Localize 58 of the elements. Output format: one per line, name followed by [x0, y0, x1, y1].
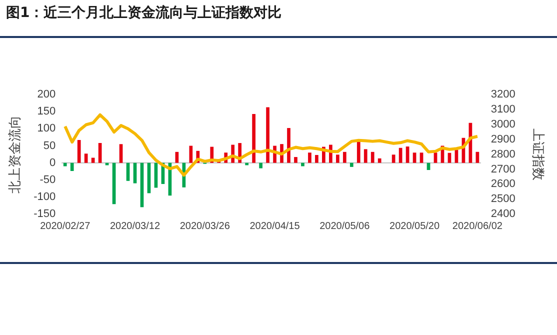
- x-tick-label: 2020/04/15: [250, 220, 300, 232]
- x-tick-label: 2020/06/02: [452, 220, 503, 232]
- bar: [259, 162, 262, 168]
- bar: [342, 152, 346, 163]
- y2-tick-label: 2700: [490, 163, 516, 176]
- x-tick-label: 2020/03/26: [180, 220, 230, 232]
- bar: [91, 158, 95, 163]
- y-tick-label: -150: [34, 208, 56, 220]
- bar: [77, 140, 81, 163]
- y2-tick-label: 2800: [490, 148, 516, 160]
- y2-tick-label: 3200: [490, 88, 516, 101]
- bar: [252, 114, 256, 163]
- bar: [308, 152, 312, 163]
- bar: [189, 146, 193, 163]
- y-tick-label: -50: [40, 174, 56, 186]
- bar: [448, 152, 452, 163]
- bar: [406, 146, 410, 163]
- bar: [84, 154, 88, 163]
- bar: [420, 152, 424, 163]
- y2-axis-title: 上证指数: [530, 128, 545, 180]
- y-tick-label: -100: [34, 190, 56, 203]
- bar: [175, 152, 179, 163]
- y2-tick-label: 2500: [490, 193, 516, 206]
- bar: [119, 144, 123, 163]
- y-tick-label: 50: [43, 140, 56, 152]
- bar: [398, 148, 402, 163]
- y2-tick-label: 3000: [490, 118, 516, 130]
- bar: [98, 143, 102, 163]
- bar: [364, 149, 368, 163]
- bar: [336, 154, 340, 163]
- bar: [350, 162, 354, 167]
- y-tick-label: 150: [37, 106, 56, 118]
- y-tick-label: 100: [37, 122, 56, 135]
- bar: [63, 162, 67, 166]
- x-tick-label: 2020/05/06: [320, 220, 370, 232]
- bar: [301, 162, 304, 166]
- bar: [476, 152, 480, 163]
- bar: [356, 142, 360, 163]
- bar: [266, 107, 270, 163]
- x-tick-label: 2020/02/27: [40, 220, 91, 232]
- bar: [294, 157, 298, 163]
- y-axis-title: 北上资金流向: [7, 115, 24, 194]
- bar: [392, 154, 396, 163]
- bar: [370, 152, 374, 163]
- y-tick-label: 200: [37, 88, 56, 101]
- x-tick-label: 2020/05/20: [390, 220, 440, 232]
- x-tick-label: 2020/03/12: [110, 220, 160, 232]
- y2-tick-label: 2900: [490, 133, 516, 146]
- chart-title: 图1：近三个月北上资金流向与上证指数对比: [6, 4, 282, 22]
- y2-tick-label: 2400: [490, 208, 516, 220]
- bar: [315, 154, 318, 163]
- y2-tick-label: 3100: [490, 104, 516, 116]
- bar: [287, 128, 290, 163]
- bar: [378, 158, 382, 163]
- y2-tick-label: 2600: [490, 178, 516, 190]
- y-tick-label: 0: [49, 156, 56, 169]
- bar: [412, 152, 416, 163]
- bar: [70, 162, 74, 172]
